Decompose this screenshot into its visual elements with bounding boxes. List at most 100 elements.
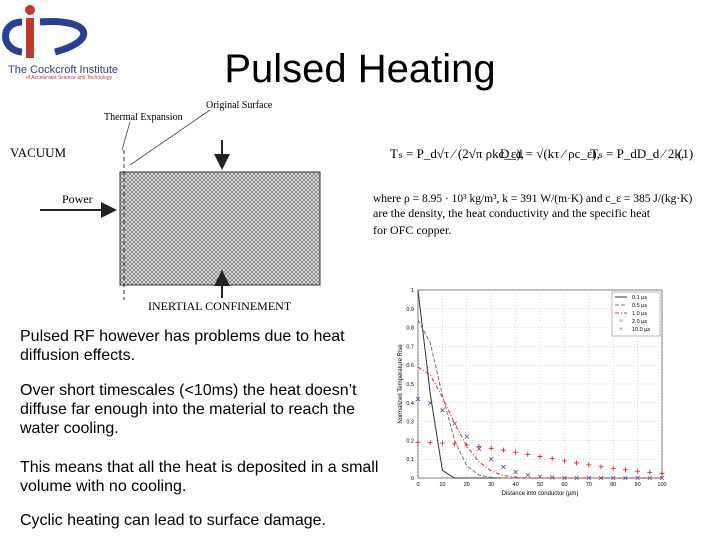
data-point: [635, 468, 641, 474]
conductor: [119, 171, 321, 286]
diagram: Original Surface Thermal Expansion VACUU…: [10, 100, 321, 313]
data-point: [415, 439, 421, 445]
label: Power: [62, 192, 93, 206]
label: Original Surface: [206, 100, 273, 111]
plot: 00.10.20.30.40.50.60.70.80.910 10 20 30 40 50…: [398, 288, 667, 497]
logo: The Cockcroft Institute of Accelerator S…: [2, 5, 118, 81]
data-point: [464, 434, 470, 439]
data-point: [501, 464, 506, 470]
data-point: [586, 475, 592, 481]
data-point: [452, 421, 457, 426]
x-tick-label: 80: [610, 482, 616, 488]
bullet: Over short timescales (<10ms) the heat d…: [20, 382, 357, 437]
data-point: [513, 449, 519, 455]
data-point: [427, 439, 433, 445]
series-line: [417, 319, 662, 479]
legend: [611, 291, 661, 337]
x-tick-label: 90: [635, 482, 641, 488]
bullet: This means that all the heat is deposite…: [20, 459, 379, 495]
data-point: [537, 474, 543, 479]
equation: D_d = √(kτ ⁄ ρc_ε),: [500, 146, 600, 161]
x-tick-label: 30: [488, 482, 494, 488]
y-tick-label: 0.7: [406, 344, 414, 350]
x-tick-label: 0: [416, 482, 419, 488]
x-tick-label: 50: [537, 482, 543, 488]
bullet: Pulsed RF however has problems due to he…: [20, 328, 345, 364]
data-point: [659, 475, 665, 481]
data-point: [586, 462, 592, 468]
equation-text: are the density, the heat conductivity a…: [373, 206, 651, 220]
data-point: [427, 400, 433, 406]
x-tick-label: 40: [513, 482, 519, 488]
label: Thermal Expansion: [104, 112, 183, 123]
y-tick-label: 0.5: [406, 382, 414, 388]
data-point: [598, 475, 604, 481]
data-point: [439, 440, 445, 446]
legend-label: 0.1 µs: [632, 295, 647, 301]
data-point: [561, 458, 567, 464]
y-tick-label: 0.6: [406, 363, 414, 369]
pointer: [129, 109, 211, 166]
data-point: [659, 470, 665, 476]
bullet: Cyclic heating can lead to surface damag…: [20, 512, 326, 529]
legend-label: 0.5 µs: [632, 303, 647, 309]
legend-label: 2.0 µs: [632, 319, 647, 325]
label: VACUUM: [10, 145, 67, 160]
data-point: [476, 444, 482, 450]
legend-label: 1.0 µs: [632, 311, 647, 317]
data-point: [610, 465, 616, 471]
data-point: [574, 475, 579, 481]
y-axis-label: Normalized Temperature Rise: [398, 344, 404, 424]
data-point: [500, 447, 506, 453]
legend-label: 10.0 µs: [632, 327, 650, 333]
x-tick-label: 70: [586, 482, 592, 488]
data-point: [549, 475, 555, 480]
equation: Tₛ = P_dD_d ⁄ 2k,: [590, 146, 684, 161]
data-point: [562, 475, 567, 481]
data-point: [549, 456, 555, 462]
data-point: [513, 469, 518, 475]
data-point: [623, 475, 628, 481]
data-point: [537, 454, 543, 460]
data-point: [574, 460, 580, 466]
data-point: [488, 456, 494, 462]
y-tick-label: 0.4: [406, 401, 414, 407]
label: INERTIAL CONFINEMENT: [148, 299, 292, 313]
data-point: [622, 467, 628, 473]
data-point: [464, 442, 470, 448]
y-tick-label: 0.2: [406, 438, 414, 444]
equations: Tₛ = P_d√τ ⁄ (2√π ρkc_ε), D_d = √(kτ ⁄ ρ…: [373, 146, 693, 237]
y-tick-label: 0.9: [406, 307, 414, 313]
logo-name: The Cockcroft Institute: [8, 64, 118, 76]
data-point: [440, 408, 445, 413]
y-tick-label: 1: [411, 288, 414, 294]
data-point: [647, 469, 653, 475]
data-point: [598, 464, 604, 470]
x-tick-label: 20: [464, 482, 470, 488]
pointer: [121, 121, 131, 151]
equation-number: (1): [678, 146, 693, 161]
x-tick-label: 10: [439, 482, 445, 488]
y-tick-label: 0.1: [406, 457, 414, 463]
data-point: [635, 475, 640, 481]
logo-subtitle: of Accelerator Science and Technology: [26, 75, 113, 81]
equation-text: where ρ = 8.95 · 10³ kg/m³, k = 391 W/(m…: [373, 193, 693, 205]
data-point: [525, 472, 531, 478]
equation: Tₛ = P_d√τ ⁄ (2√π ρkc_ε),: [390, 146, 524, 161]
data-point: [525, 451, 531, 457]
x-tick-label: 100: [657, 482, 666, 488]
x-axis-label: Distance into conductor (µm): [502, 491, 579, 497]
data-point: [415, 396, 421, 402]
data-point: [452, 441, 458, 447]
legend-swatch: +: [619, 325, 623, 333]
x-tick-label: 60: [561, 482, 567, 488]
y-tick-label: 0: [411, 476, 414, 482]
data-point: [488, 445, 494, 451]
data-point: [647, 475, 653, 481]
y-tick-label: 0.3: [406, 420, 414, 426]
slide-title: Pulsed Heating: [224, 47, 495, 91]
y-tick-label: 0.8: [406, 326, 414, 332]
legend-swatch: ×: [619, 317, 623, 325]
